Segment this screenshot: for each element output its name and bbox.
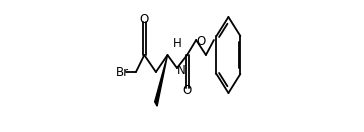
Text: Br: Br: [116, 65, 129, 79]
Text: O: O: [140, 13, 149, 26]
Text: H: H: [173, 37, 181, 50]
Text: O: O: [182, 84, 192, 97]
Text: N: N: [177, 63, 186, 77]
Polygon shape: [155, 55, 167, 106]
Text: O: O: [197, 36, 206, 48]
